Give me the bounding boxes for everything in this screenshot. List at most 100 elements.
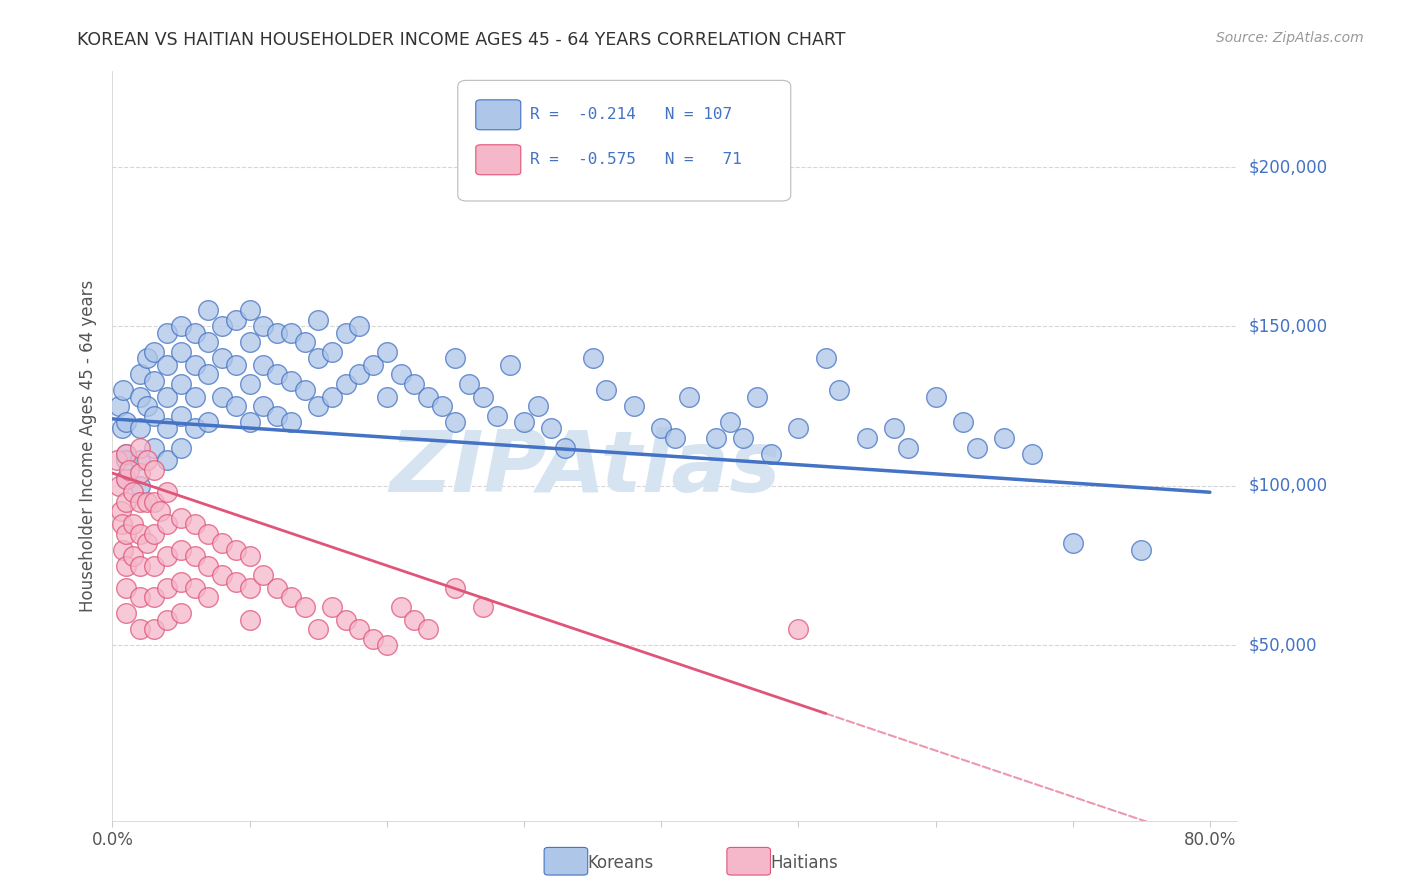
Point [239,581,262,595]
Point [266,368,288,382]
Point [142,345,165,359]
Point [115,558,138,573]
Point [115,447,138,461]
Point [170,574,193,589]
Point [197,591,219,605]
Point [142,463,165,477]
Text: R =  -0.575   N =   71: R = -0.575 N = 71 [530,153,741,168]
Point [156,517,179,532]
Point [416,623,439,637]
Point [135,351,157,366]
Point [197,526,219,541]
Point [404,376,426,391]
Point [122,517,145,532]
Point [225,399,247,413]
Point [135,453,157,467]
Point [122,485,145,500]
Point [280,326,302,340]
Point [349,368,371,382]
Point [170,376,193,391]
Point [211,390,233,404]
Point [122,549,145,563]
Text: Koreans: Koreans [588,854,654,871]
Point [197,368,219,382]
Text: R =  -0.214   N = 107: R = -0.214 N = 107 [530,107,733,122]
Point [252,319,274,334]
Point [108,399,131,413]
Point [321,390,343,404]
Point [361,358,384,372]
Point [349,623,371,637]
Point [471,390,494,404]
Point [239,376,262,391]
Point [321,600,343,615]
Point [335,613,357,627]
Point [142,526,165,541]
Point [404,613,426,627]
Point [993,431,1015,445]
Point [115,415,138,429]
Point [389,368,412,382]
Point [111,421,134,435]
Point [225,542,247,557]
Point [294,335,316,350]
Point [129,390,152,404]
Point [239,415,262,429]
Point [966,441,988,455]
Point [156,581,179,595]
Point [952,415,974,429]
Point [129,623,152,637]
Point [1130,542,1153,557]
Point [526,399,548,413]
Text: $200,000: $200,000 [1249,158,1327,176]
Point [115,473,138,487]
Point [118,463,141,477]
Point [156,421,179,435]
Point [430,399,453,413]
Point [499,358,522,372]
Point [280,374,302,388]
Point [704,431,727,445]
Point [115,607,138,621]
Point [787,421,810,435]
Point [129,453,152,467]
Text: $150,000: $150,000 [1249,318,1327,335]
Point [252,568,274,582]
Point [156,390,179,404]
Point [883,421,905,435]
Point [650,421,672,435]
Point [266,409,288,423]
Point [184,390,207,404]
Point [170,441,193,455]
Point [294,600,316,615]
Point [129,466,152,480]
Point [170,345,193,359]
Point [197,415,219,429]
Point [239,613,262,627]
Point [129,441,152,455]
Point [129,558,152,573]
Text: ZIPAtlas: ZIPAtlas [389,427,780,510]
Point [375,638,398,652]
Point [115,526,138,541]
Point [184,326,207,340]
Point [444,415,467,429]
Point [239,335,262,350]
Point [1021,447,1043,461]
Text: Source: ZipAtlas.com: Source: ZipAtlas.com [1216,31,1364,45]
Point [335,376,357,391]
Point [239,549,262,563]
Point [444,581,467,595]
Point [814,351,837,366]
Point [416,390,439,404]
Point [924,390,946,404]
Point [361,632,384,646]
Point [211,351,233,366]
Point [129,495,152,509]
Point [184,581,207,595]
Point [540,421,562,435]
Point [211,319,233,334]
Point [307,623,329,637]
Point [225,358,247,372]
Point [787,623,810,637]
